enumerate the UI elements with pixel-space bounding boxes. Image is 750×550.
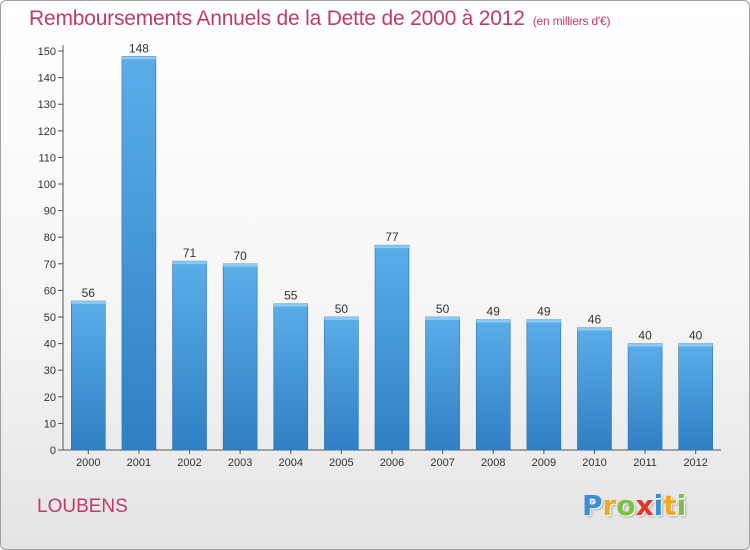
data-label: 40 bbox=[638, 329, 652, 343]
y-tick-label: 40 bbox=[44, 339, 56, 351]
bar-highlight bbox=[678, 343, 713, 347]
bar-highlight bbox=[273, 303, 308, 307]
data-label: 70 bbox=[233, 249, 247, 263]
bar-2005 bbox=[324, 316, 359, 451]
logo-letter: o bbox=[616, 489, 636, 522]
bar-2004 bbox=[273, 303, 309, 451]
data-label: 49 bbox=[487, 305, 501, 319]
y-tick-label: 100 bbox=[38, 179, 56, 191]
bar-highlight bbox=[375, 245, 409, 249]
bar-2012 bbox=[678, 343, 713, 451]
y-tick-label: 130 bbox=[38, 99, 56, 111]
bar-highlight bbox=[223, 263, 258, 267]
x-tick-label: 2002 bbox=[177, 457, 201, 469]
y-tick-label: 80 bbox=[44, 232, 56, 244]
x-tick-label: 2010 bbox=[582, 457, 606, 469]
data-label: 55 bbox=[284, 289, 298, 303]
bar-highlight bbox=[628, 343, 663, 347]
bar-2008 bbox=[475, 319, 511, 451]
data-label: 50 bbox=[335, 302, 349, 316]
y-tick-label: 10 bbox=[44, 418, 56, 430]
bar-2000 bbox=[71, 300, 106, 451]
x-tick-label: 2007 bbox=[430, 457, 454, 469]
x-tick-label: 2001 bbox=[127, 457, 151, 469]
bar-2010 bbox=[577, 327, 612, 451]
proxiti-logo: Proxiti bbox=[582, 489, 686, 522]
bar-2003 bbox=[222, 263, 258, 451]
bar-highlight bbox=[324, 317, 359, 320]
bar-2002 bbox=[172, 260, 207, 451]
y-tick-label: 20 bbox=[44, 392, 56, 404]
y-tick-label: 50 bbox=[44, 312, 56, 324]
y-tick-label: 90 bbox=[44, 206, 56, 218]
y-tick-label: 60 bbox=[44, 285, 56, 297]
x-tick-label: 2000 bbox=[76, 457, 100, 469]
y-tick-label: 0 bbox=[50, 445, 56, 457]
x-tick-label: 2008 bbox=[481, 457, 505, 469]
x-tick-label: 2006 bbox=[380, 457, 404, 469]
y-tick-label: 150 bbox=[38, 46, 56, 58]
logo-letter: i bbox=[653, 489, 664, 522]
bar-highlight bbox=[121, 56, 156, 60]
data-label: 50 bbox=[436, 302, 450, 316]
data-label: 148 bbox=[129, 41, 149, 55]
bar-highlight bbox=[425, 317, 460, 320]
logo-letter: r bbox=[602, 489, 617, 522]
location-name: LOUBENS bbox=[37, 496, 128, 517]
bar-highlight bbox=[526, 319, 561, 323]
x-tick-label: 2009 bbox=[532, 457, 556, 469]
data-label: 56 bbox=[82, 286, 96, 300]
bar-2001 bbox=[121, 56, 157, 451]
logo-letter: t bbox=[663, 489, 677, 522]
x-tick-label: 2003 bbox=[228, 457, 252, 469]
x-tick-label: 2004 bbox=[279, 457, 303, 469]
bar-highlight bbox=[71, 301, 106, 305]
chart-unit: (en milliers d'€) bbox=[532, 14, 611, 28]
y-tick-label: 140 bbox=[38, 73, 56, 85]
bar-2011 bbox=[627, 343, 663, 451]
bar-2006 bbox=[374, 244, 410, 451]
data-label: 49 bbox=[537, 305, 551, 319]
logo-letter: i bbox=[676, 489, 687, 522]
bar-2009 bbox=[526, 319, 562, 451]
bar-2007 bbox=[425, 316, 460, 451]
bar-highlight bbox=[577, 327, 612, 331]
chart-title-text: Remboursements Annuels de la Dette de 20… bbox=[29, 7, 525, 30]
data-label: 46 bbox=[588, 313, 602, 327]
x-tick-label: 2005 bbox=[329, 457, 353, 469]
chart-title: Remboursements Annuels de la Dette de 20… bbox=[29, 7, 610, 31]
bar-highlight bbox=[476, 319, 511, 323]
y-tick-label: 110 bbox=[38, 152, 56, 164]
data-label: 71 bbox=[183, 246, 197, 260]
logo-letter: P bbox=[582, 489, 603, 522]
y-tick-label: 70 bbox=[44, 259, 56, 271]
bar-highlight bbox=[172, 261, 207, 265]
x-tick-label: 2011 bbox=[633, 457, 657, 469]
x-tick-label: 2012 bbox=[683, 457, 707, 469]
data-label: 77 bbox=[385, 230, 399, 244]
data-label: 40 bbox=[689, 329, 703, 343]
y-tick-label: 120 bbox=[38, 126, 56, 138]
y-tick-label: 30 bbox=[44, 365, 56, 377]
logo-letter: x bbox=[635, 489, 654, 522]
